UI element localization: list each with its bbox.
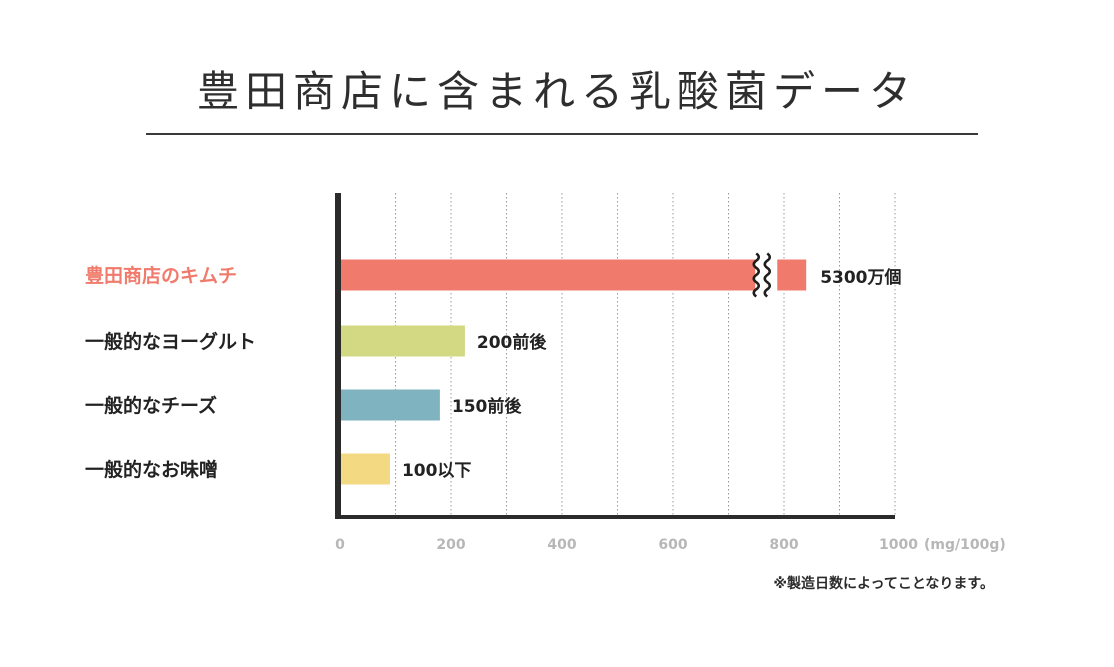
footnote: ※製造日数によってことなります。: [773, 576, 994, 592]
x-tick-label-200: 200: [436, 537, 465, 553]
x-axis-line: [335, 515, 895, 519]
axis-break-gap: [755, 253, 767, 297]
category-label-1: 一般的なヨーグルト: [85, 330, 256, 353]
bar-2: [340, 389, 440, 421]
x-tick-label-400: 400: [547, 537, 576, 553]
axes: [335, 193, 895, 519]
x-tick-label-800: 800: [769, 537, 798, 553]
axis-break-mark-1: [763, 252, 772, 298]
value-label-0: 5300万個: [820, 267, 901, 288]
category-label-2: 一般的なチーズ: [85, 394, 217, 417]
category-label-3: 一般的なお味噌: [85, 458, 218, 481]
x-tick-label-0: 0: [335, 537, 345, 553]
labels: 0 200 400 600 800 1000 (mg/100g) 豊田商店のキムチ一般的なヨー…: [85, 264, 1006, 553]
y-axis-line: [335, 193, 341, 518]
value-label-2: 150前後: [452, 396, 522, 417]
value-label-3: 100以下: [402, 461, 472, 481]
value-label-1: 200前後: [477, 332, 547, 353]
bars: [340, 252, 807, 485]
title-underline: [146, 133, 978, 135]
chart-title: 豊田商店に含まれる乳酸菌データ: [196, 67, 917, 116]
bar-0: [340, 259, 807, 291]
bar-3: [340, 453, 390, 485]
x-tick-label-1000: 1000 (mg/100g): [879, 537, 1006, 553]
axis-break-gap-2: [766, 253, 778, 297]
bar-1: [340, 325, 465, 357]
axis-break-mark-0: [752, 252, 761, 298]
category-label-0: 豊田商店のキムチ: [85, 264, 237, 287]
x-unit-label: (mg/100g): [924, 537, 1006, 553]
x-tick-label-600: 600: [658, 537, 687, 553]
